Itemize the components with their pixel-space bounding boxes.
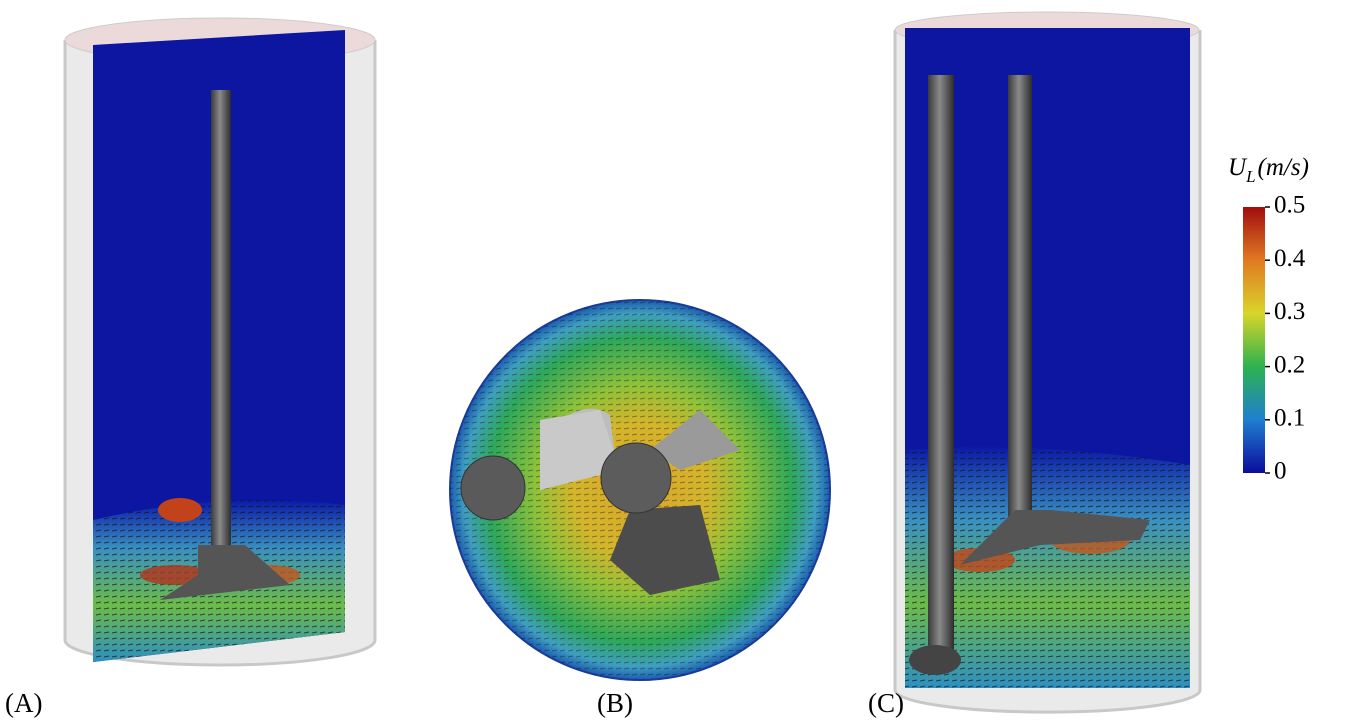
panel-label: (A) xyxy=(5,688,42,718)
panel-a xyxy=(65,18,375,665)
colorbar-tick-label: 0.4 xyxy=(1274,245,1306,272)
figure: UL(m/s) (A) (B) (C) 0 0.1 0.2 0.3 0.4 0.5 xyxy=(0,0,1355,723)
colorbar-unit: (m/s) xyxy=(1258,154,1309,181)
colorbar-symbol: U xyxy=(1228,154,1248,181)
colorbar-tick-label: 0.3 xyxy=(1274,298,1305,325)
colorbar-scale xyxy=(1243,207,1265,473)
colorbar-tick-label: 0.5 xyxy=(1274,192,1305,219)
panel-label: (B) xyxy=(597,688,633,718)
panel-label: (C) xyxy=(868,688,904,718)
colorbar-subscript: L xyxy=(1245,167,1255,186)
colorbar-tick-label: 0.2 xyxy=(1274,351,1305,378)
colorbar-tick-label: 0 xyxy=(1274,458,1287,485)
panel-b xyxy=(450,300,830,680)
colorbar-title: UL(m/s) xyxy=(1228,154,1309,186)
colorbar-tick-label: 0.1 xyxy=(1274,405,1305,432)
panel-c xyxy=(895,12,1200,712)
